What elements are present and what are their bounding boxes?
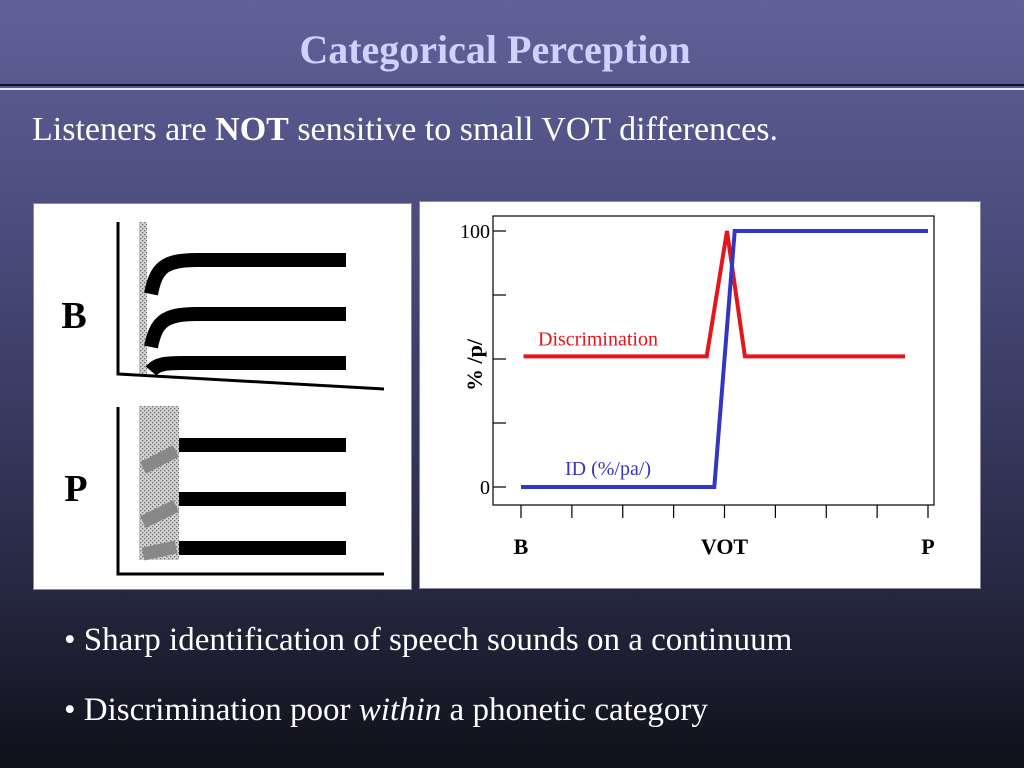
p-label: P — [64, 468, 87, 510]
y-tick-label: 100 — [460, 221, 490, 243]
spectrogram-diagram: B P — [61, 222, 385, 576]
p-spectrogram — [116, 406, 384, 576]
title-divider-light — [0, 88, 1024, 90]
bullet-1-text: • Sharp identification of speech sounds … — [64, 622, 793, 658]
subtitle-text-before: Listeners are — [32, 111, 216, 148]
plot-frame — [492, 215, 935, 506]
x-tick-label: P — [921, 534, 934, 559]
subtitle-emphasis: NOT — [215, 111, 289, 148]
p-aspiration-bar — [139, 406, 179, 560]
p-transition-3 — [140, 445, 179, 474]
bullet-2-suffix: a phonetic category — [441, 692, 708, 728]
categorical-perception-chart: 100 0 B VOT P Discrimination ID (%/pa/) % /p… — [460, 215, 935, 559]
bullet-list: • Sharp identification of speech sounds … — [64, 618, 792, 758]
b-spectrogram — [116, 222, 385, 391]
y-tick-label: 0 — [480, 477, 490, 499]
p-transition-2 — [140, 500, 179, 528]
slide-title: Categorical Perception — [299, 27, 691, 72]
series-label: Discrimination — [538, 328, 658, 350]
bullet-2-text: • Discrimination poor — [64, 692, 359, 728]
b-formant-2 — [144, 307, 346, 349]
title-divider-dark — [0, 84, 1024, 86]
subtitle-text-after: sensitive to small VOT differences. — [288, 111, 778, 148]
x-tick-label: B — [514, 534, 529, 559]
series-line-identification — [521, 229, 928, 489]
b-voicing-bar — [139, 222, 147, 376]
b-formant-3 — [144, 253, 346, 296]
x-tick-label: VOT — [701, 534, 749, 559]
p-transition-1 — [141, 540, 178, 561]
bullet-item: • Sharp identification of speech sounds … — [64, 618, 792, 688]
bullet-item: • Discrimination poor within a phonetic … — [64, 688, 792, 758]
spectrogram-diagram-panel: B P — [33, 203, 412, 590]
bullet-2-emphasis: within — [358, 692, 442, 728]
slide-subtitle: Listeners are NOT sensitive to small VOT… — [32, 111, 778, 149]
x-axis: B VOT P — [514, 505, 935, 559]
series-line-discrimination — [523, 230, 906, 359]
b-axes — [116, 222, 385, 391]
p-axes — [116, 407, 384, 576]
series-layer: Discrimination ID (%/pa/) — [521, 229, 928, 489]
b-label: B — [61, 295, 86, 337]
y-axis-label: % /p/ — [462, 338, 487, 391]
y-axis: 100 0 — [460, 221, 506, 499]
b-formant-1 — [145, 356, 346, 376]
series-label: ID (%/pa/) — [565, 458, 651, 480]
categorical-chart-panel: 100 0 B VOT P Discrimination ID (%/pa/) % /p… — [419, 201, 981, 589]
